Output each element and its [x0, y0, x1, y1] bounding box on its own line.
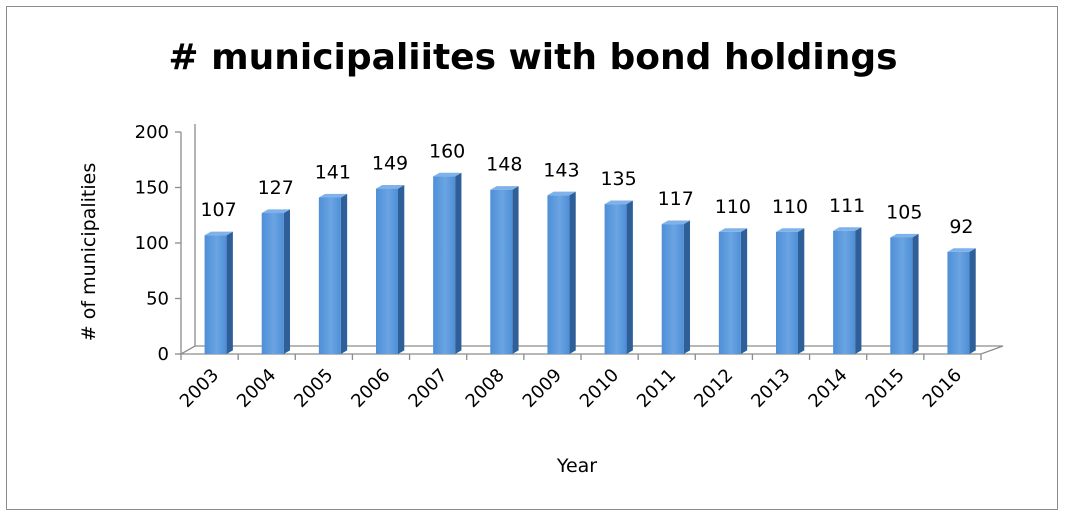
y-axis-label: # of municipalities [78, 163, 100, 342]
bar-front [490, 189, 513, 354]
bar [204, 231, 233, 354]
y-tick-label: 100 [135, 233, 169, 254]
bar-top [433, 172, 462, 177]
data-label: 107 [200, 199, 236, 221]
bar [718, 228, 748, 354]
chart-title: # municipaliites with bond holdings [168, 37, 897, 78]
bar-side [912, 233, 919, 354]
bar-side [283, 209, 291, 354]
bar [433, 172, 462, 354]
bar-front [204, 235, 227, 354]
bar-front [604, 204, 627, 354]
x-tick-label: 2011 [633, 365, 680, 412]
bar-side [969, 248, 976, 354]
x-tick-label: 2010 [576, 365, 623, 412]
x-tick-label: 2007 [404, 365, 451, 412]
bar-side [740, 228, 748, 354]
data-label: 92 [949, 216, 973, 238]
bar-side [683, 220, 691, 354]
bar-side [340, 193, 348, 354]
x-tick-label: 2012 [690, 365, 737, 412]
bar [604, 200, 633, 354]
bar [261, 209, 291, 354]
bar-top [318, 193, 348, 198]
bar-front [718, 231, 741, 354]
bar-top [547, 191, 576, 196]
x-axis-label: Year [556, 455, 597, 477]
x-tick-label: 2009 [519, 365, 566, 412]
bar-front [947, 251, 970, 354]
x-tick-label: 2013 [747, 365, 794, 412]
bar-top [604, 200, 633, 205]
bar [376, 185, 405, 354]
bar [547, 191, 576, 354]
chart-frame: # municipaliites with bond holdings 0 50 1… [6, 6, 1058, 510]
bar-top [376, 185, 405, 189]
bar-chart: # municipaliites with bond holdings 0 50 1… [78, 37, 1004, 477]
bar [661, 220, 691, 354]
bar-top [718, 228, 748, 232]
x-tick-label: 2005 [290, 365, 337, 412]
x-tick-label: 2014 [804, 365, 851, 412]
x-tick-label: 2015 [862, 365, 909, 412]
bar-front [318, 197, 341, 354]
y-tick-label: 50 [146, 289, 169, 310]
bar-front [376, 188, 398, 354]
bar-top [661, 220, 691, 225]
chart-floor [178, 345, 1004, 355]
bar-top [776, 228, 805, 232]
data-label: 135 [600, 168, 636, 190]
bar-top [890, 233, 919, 238]
data-label: 127 [258, 177, 294, 199]
data-label: 149 [372, 153, 408, 175]
x-tick-label: 2008 [462, 365, 509, 412]
y-tick-label: 150 [135, 178, 169, 199]
x-tick-label: 2016 [919, 365, 966, 412]
x-tick-label: 2003 [176, 365, 223, 412]
bar-front [661, 224, 684, 354]
bar-front [261, 213, 284, 354]
data-label: 143 [543, 159, 579, 181]
bar-front [833, 230, 856, 354]
bars [204, 172, 976, 354]
bar [318, 193, 348, 354]
bar [776, 228, 805, 354]
data-label: 160 [429, 140, 465, 162]
bar [947, 248, 976, 354]
data-label: 105 [886, 201, 922, 223]
data-label: 141 [315, 161, 351, 183]
x-tick-label: 2006 [347, 365, 394, 412]
bar [833, 227, 862, 354]
bar-side [512, 186, 519, 354]
bar-top [490, 186, 519, 190]
bar-side [455, 172, 462, 354]
bar-top [833, 227, 862, 231]
bar-top [204, 231, 233, 236]
bar [890, 233, 919, 354]
data-label: 148 [486, 154, 522, 176]
bar [490, 186, 519, 354]
bar-top [947, 248, 976, 252]
bar-front [890, 237, 913, 354]
bar-side [569, 191, 576, 354]
data-label: 117 [658, 188, 694, 210]
bar-front [776, 231, 798, 354]
data-label: 110 [715, 196, 751, 218]
bar-side [626, 200, 633, 354]
bar-top [261, 209, 291, 214]
y-tick-label: 0 [158, 344, 169, 365]
bar-side [798, 228, 805, 354]
bar-side [855, 227, 862, 354]
bar-side [398, 185, 405, 354]
y-tick-label: 200 [135, 122, 169, 143]
bar-front [547, 195, 570, 354]
bar-side [226, 231, 233, 354]
data-label: 111 [829, 195, 865, 217]
axes: 0 50 100 150 200 [135, 122, 1004, 365]
x-tick-label: 2004 [233, 365, 280, 412]
data-label: 110 [772, 196, 808, 218]
bar-front [433, 176, 456, 354]
